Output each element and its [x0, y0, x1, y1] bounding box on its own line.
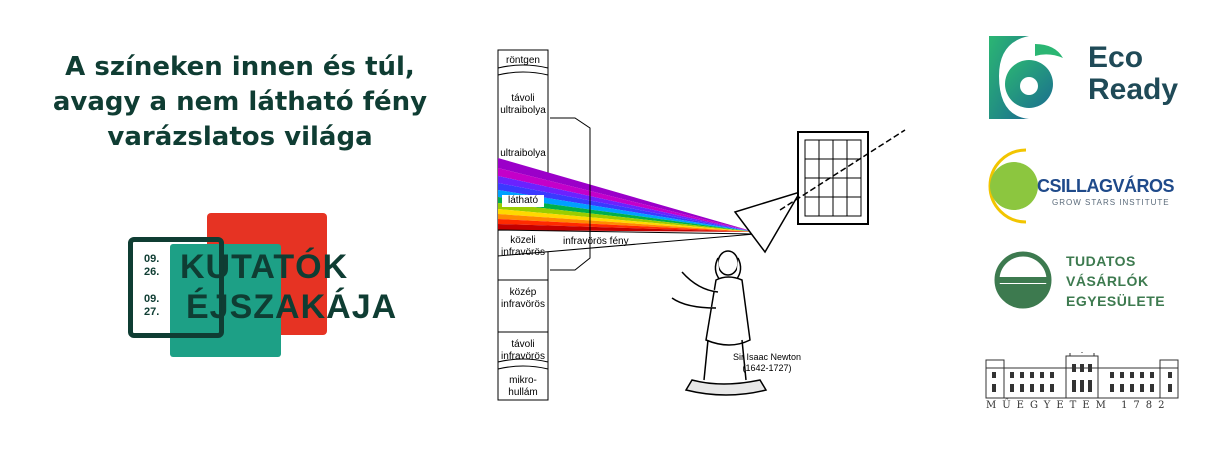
logo-date-1-day: 26. — [144, 266, 159, 279]
title-line-3: varázslatos világa — [20, 120, 460, 155]
logo-date-2-day: 27. — [144, 306, 159, 319]
band-label-uv: ultraibolya — [498, 148, 548, 160]
band-label-far-ir: távoli infravörös — [498, 339, 548, 363]
logo-word-kutatok: KUTATÓK — [180, 250, 348, 284]
title-line-1: A színeken innen és túl, — [20, 50, 460, 85]
ecoready-logo-text: Eco Ready — [1088, 42, 1178, 106]
ecoready-word-eco: Eco — [1088, 42, 1178, 74]
csillagvaros-subtitle: GROW STARS INSTITUTE — [1052, 198, 1170, 207]
prism — [735, 192, 800, 252]
band-label-visible: látható — [502, 195, 544, 207]
logo-date-1: 09. 26. — [144, 253, 159, 279]
band-label-near-ir: közeli infravörös — [498, 235, 548, 259]
logo-date-2-month: 09. — [144, 293, 159, 306]
band-label-mid-ir: közép infravörös — [498, 287, 548, 311]
tudatos-line-1: TUDATOS — [1066, 251, 1165, 271]
csillagvaros-name: CSILLAGVÁROS — [1037, 176, 1174, 197]
tudatos-line-3: EGYESÜLETE — [1066, 291, 1165, 311]
window-icon — [798, 132, 868, 224]
event-title: A színeken innen és túl, avagy a nem lát… — [20, 50, 460, 155]
ecoready-word-ready: Ready — [1088, 74, 1178, 106]
newton-caption: Sir Isaac Newton (1642-1727) — [733, 352, 801, 374]
band-label-far-uv: távoli ultraibolya — [498, 93, 548, 117]
ecoready-logo-icon — [987, 34, 1067, 119]
muegyetem-text: MŰEGYETEM 1782 — [986, 400, 1182, 411]
tudatos-vasarlok-text: TUDATOS VÁSÁRLÓK EGYESÜLETE — [1066, 251, 1165, 311]
tudatos-line-2: VÁSÁRLÓK — [1066, 271, 1165, 291]
band-label-microwave: mikro-hullám — [498, 375, 548, 399]
newton-name: Sir Isaac Newton — [733, 352, 801, 363]
tudatos-vasarlok-logo-icon — [993, 250, 1053, 310]
logo-date-1-month: 09. — [144, 253, 159, 266]
title-line-2: avagy a nem látható fény — [20, 85, 460, 120]
logo-word-ejszakaja: ÉJSZAKÁJA — [186, 290, 397, 324]
muegyetem-building-icon — [984, 352, 1180, 400]
band-label-rontgen: röntgen — [498, 55, 548, 67]
newton-years: (1642-1727) — [733, 363, 801, 374]
infrared-beam-label: infravörös fény — [563, 236, 629, 247]
logo-date-2: 09. 27. — [144, 293, 159, 319]
